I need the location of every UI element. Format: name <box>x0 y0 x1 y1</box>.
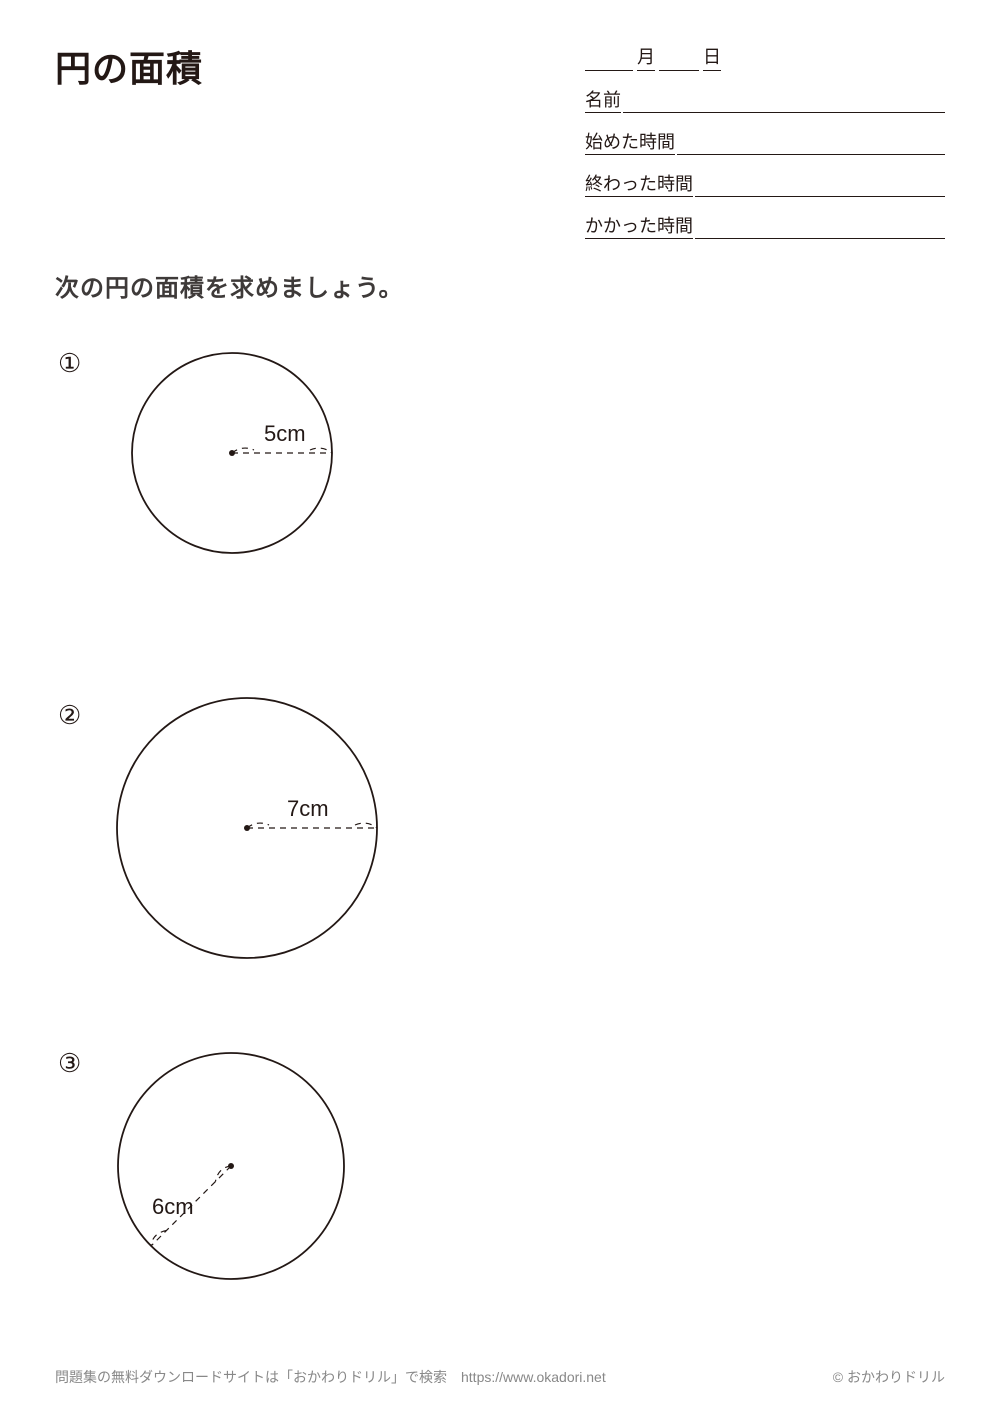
circle-diagram: 7cm <box>102 688 402 978</box>
problem-number: ③ <box>58 1048 81 1079</box>
circle-diagram: 5cm <box>112 338 372 578</box>
end-line[interactable] <box>695 171 945 197</box>
duration-line[interactable] <box>695 213 945 239</box>
name-line[interactable] <box>623 87 945 113</box>
radius-tick-right <box>355 823 377 828</box>
radius-tick-right <box>310 448 332 453</box>
end-label: 終わった時間 <box>585 171 693 197</box>
radius-label: 7cm <box>287 796 329 821</box>
circle-svg: 5cm <box>112 338 372 578</box>
name-row: 名前 <box>585 87 945 113</box>
name-label: 名前 <box>585 87 621 113</box>
month-unit: 月 <box>637 45 655 71</box>
page-title: 円の面積 <box>55 40 203 92</box>
month-blank[interactable] <box>585 45 633 71</box>
radius-tick-left <box>232 448 254 453</box>
footer-left: 問題集の無料ダウンロードサイトは「おかわりドリル」で検索 https://www… <box>55 1367 606 1387</box>
circle-svg: 6cm <box>96 1036 386 1306</box>
problem-number: ① <box>58 348 81 379</box>
footer-right: © おかわりドリル <box>833 1367 945 1387</box>
duration-label: かかった時間 <box>585 213 693 239</box>
duration-row: かかった時間 <box>585 213 945 239</box>
info-block: 月 日 名前 始めた時間 終わった時間 かかった時間 <box>585 45 945 255</box>
day-blank[interactable] <box>659 45 699 71</box>
start-line[interactable] <box>677 129 945 155</box>
radius-label: 5cm <box>264 421 306 446</box>
date-row: 月 日 <box>585 45 945 71</box>
footer: 問題集の無料ダウンロードサイトは「おかわりドリル」で検索 https://www… <box>55 1367 945 1387</box>
radius-label: 6cm <box>152 1194 194 1219</box>
instruction-text: 次の円の面積を求めましょう。 <box>55 268 404 303</box>
circle-diagram: 6cm <box>96 1036 386 1306</box>
start-row: 始めた時間 <box>585 129 945 155</box>
end-row: 終わった時間 <box>585 171 945 197</box>
worksheet-page: 円の面積 月 日 名前 始めた時間 終わった時間 かかった時間 次の円の面積を求… <box>0 0 1000 1415</box>
start-label: 始めた時間 <box>585 129 675 155</box>
radius-tick-left <box>247 823 269 828</box>
circle-svg: 7cm <box>102 688 402 978</box>
day-unit: 日 <box>703 45 721 71</box>
problem-number: ② <box>58 700 81 731</box>
